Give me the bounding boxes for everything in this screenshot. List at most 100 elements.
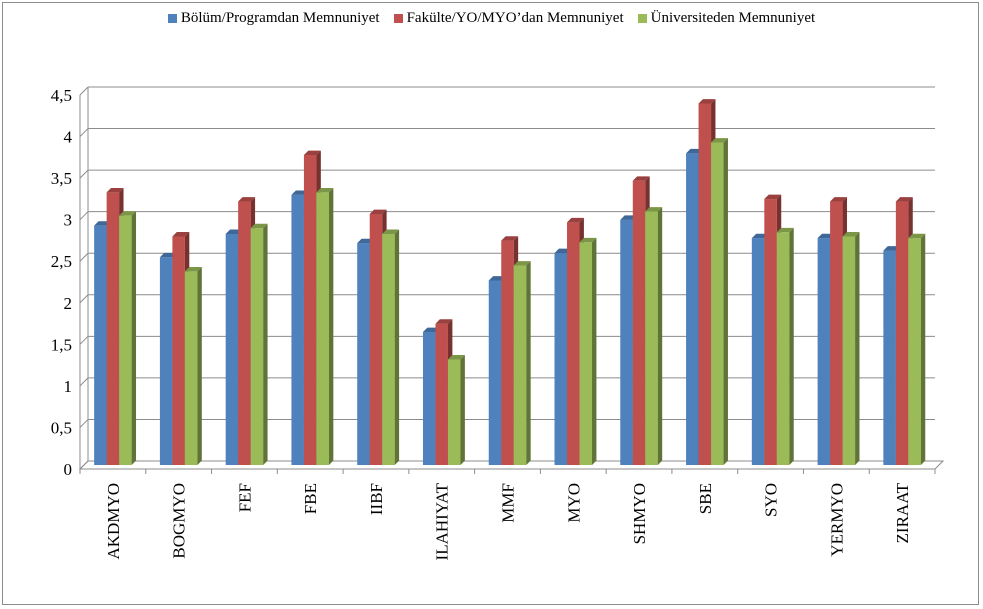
bar-front bbox=[172, 236, 185, 465]
gridline-side bbox=[79, 252, 89, 262]
bar-front bbox=[620, 219, 633, 465]
bar-front bbox=[291, 194, 304, 465]
x-tick-label: MYO bbox=[564, 483, 583, 523]
x-tick-label: ZIRAAT bbox=[893, 482, 912, 543]
x-tick-label: FEF bbox=[235, 483, 254, 512]
bar-front bbox=[632, 180, 646, 465]
y-tick-label: 2 bbox=[64, 294, 73, 313]
x-tick-label: ILAHIYAT bbox=[433, 482, 452, 560]
bar-top bbox=[172, 232, 190, 237]
gridline-side bbox=[79, 294, 89, 304]
bar-front bbox=[435, 323, 448, 465]
gridline-side bbox=[79, 86, 89, 96]
legend: Bölüm/Programdan Memnuniyet Fakülte/YO/M… bbox=[0, 6, 983, 30]
bar-front bbox=[883, 250, 896, 465]
y-tick-label: 0,5 bbox=[51, 418, 72, 437]
bar-top bbox=[513, 261, 531, 266]
bar-side bbox=[131, 211, 137, 465]
bar-side bbox=[657, 207, 663, 465]
bar-side bbox=[723, 138, 728, 465]
x-tick-label: MMF bbox=[499, 483, 518, 523]
gridline-side bbox=[79, 211, 89, 221]
bar-side bbox=[460, 355, 465, 465]
bar-front bbox=[382, 233, 395, 465]
x-tick-label: IIBF bbox=[367, 483, 386, 515]
bar-front bbox=[908, 238, 921, 465]
y-tick-label: 0 bbox=[64, 460, 73, 479]
bar-top bbox=[776, 227, 794, 233]
bar-front bbox=[764, 199, 777, 466]
bar-front bbox=[895, 201, 909, 465]
bar-front bbox=[238, 201, 251, 465]
x-tick-label: SYO bbox=[762, 483, 781, 517]
bar-side bbox=[328, 187, 334, 466]
floor bbox=[78, 460, 945, 470]
legend-swatch-universite bbox=[637, 13, 647, 23]
bar-top bbox=[579, 237, 597, 243]
bar-front bbox=[513, 265, 527, 465]
bar-top bbox=[382, 229, 400, 234]
legend-item-bolum: Bölüm/Programdan Memnuniyet bbox=[167, 9, 380, 27]
bar-side bbox=[789, 227, 794, 465]
bar-front bbox=[686, 153, 699, 466]
bar-top bbox=[106, 187, 124, 193]
bar-front bbox=[751, 238, 765, 465]
bar-front bbox=[711, 142, 724, 466]
bar-front bbox=[357, 243, 370, 465]
bar-top bbox=[711, 138, 728, 143]
y-tick-label: 3,5 bbox=[51, 169, 72, 188]
legend-swatch-fakulte bbox=[393, 13, 403, 23]
y-tick-label: 3 bbox=[64, 211, 73, 230]
bar-top bbox=[842, 232, 860, 237]
bar-top bbox=[698, 99, 716, 104]
bar-front bbox=[303, 154, 317, 466]
bar-front bbox=[488, 280, 502, 465]
bar-front bbox=[645, 211, 658, 465]
bar-side bbox=[920, 233, 926, 465]
y-tick-label: 1 bbox=[64, 377, 73, 396]
bar-top bbox=[369, 209, 387, 215]
bar-top bbox=[645, 207, 663, 212]
x-tick-label: BOGMYO bbox=[170, 483, 189, 559]
gridline-side bbox=[79, 335, 89, 345]
legend-label-fakulte: Fakülte/YO/MYO’dan Memnuniyet bbox=[406, 9, 624, 26]
bar-top bbox=[632, 176, 650, 181]
gridline-side bbox=[79, 377, 89, 387]
bar-top bbox=[567, 217, 584, 223]
bar-top bbox=[316, 187, 334, 193]
bar-front bbox=[225, 233, 239, 465]
bar-front bbox=[830, 201, 843, 465]
bar-front bbox=[567, 222, 580, 465]
y-tick-label: 4 bbox=[64, 128, 73, 147]
bar-front bbox=[447, 359, 461, 465]
x-tick-label: SHMYO bbox=[630, 483, 649, 544]
bar-top bbox=[764, 194, 782, 200]
bar-top bbox=[895, 197, 913, 202]
y-tick-label: 4,5 bbox=[51, 86, 72, 105]
legend-label-bolum: Bölüm/Programdan Memnuniyet bbox=[180, 9, 380, 26]
bar-front bbox=[422, 332, 436, 465]
bar-front bbox=[119, 215, 132, 465]
x-tick-label: FBE bbox=[301, 483, 320, 514]
gridline-side bbox=[79, 419, 89, 428]
x-tick-label: YERMYO bbox=[827, 483, 846, 557]
bar-front bbox=[369, 214, 383, 465]
bar-top bbox=[830, 197, 847, 202]
bar-front bbox=[501, 240, 514, 465]
bar-top bbox=[119, 211, 137, 216]
bar-top bbox=[184, 266, 202, 272]
gridline-side bbox=[79, 128, 89, 137]
bar-front bbox=[579, 242, 593, 465]
bar-top bbox=[501, 236, 519, 241]
bar-side bbox=[526, 261, 531, 465]
bar-top bbox=[303, 150, 321, 155]
y-tick-label: 2,5 bbox=[51, 252, 72, 271]
bar-front bbox=[698, 103, 712, 465]
bar-front bbox=[842, 236, 856, 465]
bar-front bbox=[554, 253, 568, 465]
bar-front bbox=[776, 232, 790, 465]
bar-side bbox=[263, 223, 268, 465]
bar-top bbox=[238, 197, 256, 202]
